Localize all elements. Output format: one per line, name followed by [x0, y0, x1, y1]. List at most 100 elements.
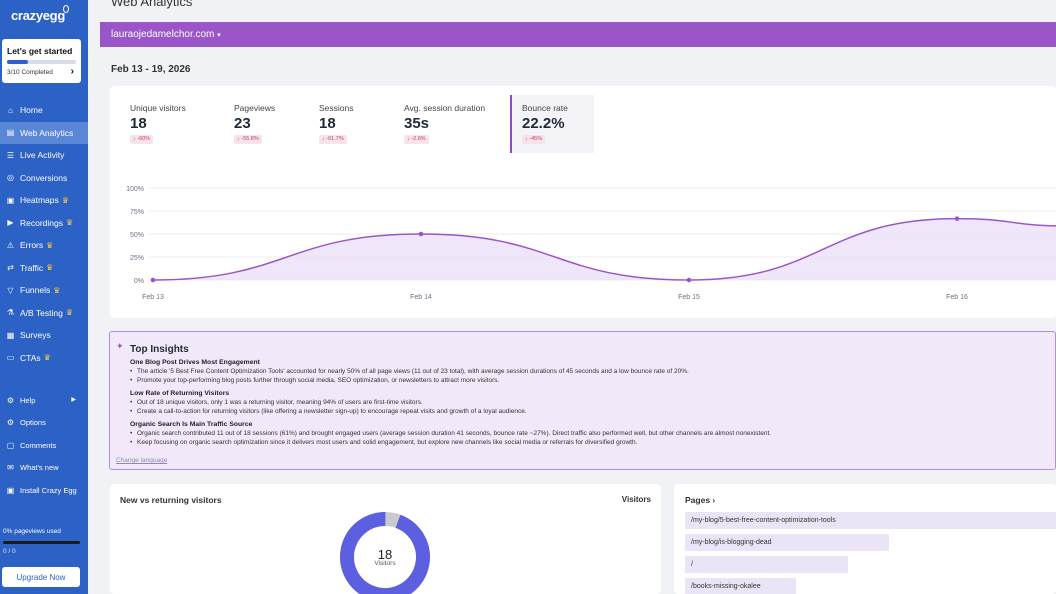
- metric-delta-badge: ↓ -2.8%: [404, 135, 429, 144]
- sidebar-item-comments[interactable]: ▢ Comments: [0, 434, 88, 457]
- page-row[interactable]: /my-blog/is-blogging-dead: [685, 534, 889, 551]
- sidebar-item-label: What's new: [20, 463, 59, 473]
- metric-delta-badge: ↓ -55.8%: [234, 135, 262, 144]
- sidebar-item-surveys[interactable]: ▦ Surveys: [0, 324, 88, 347]
- sidebar-item-label: Home: [20, 105, 43, 116]
- page-title: Web Analytics: [111, 0, 193, 9]
- pageviews-bar: [3, 541, 80, 544]
- site-selector[interactable]: lauraojedamelchor.com ▾: [111, 29, 221, 40]
- comments-icon: ▢: [6, 440, 15, 450]
- sidebar-item-funnels[interactable]: ▽ Funnels ♛: [0, 279, 88, 302]
- change-language-link[interactable]: Change language: [116, 457, 168, 464]
- crown-icon: ♛: [61, 195, 69, 205]
- chart-point[interactable]: [954, 216, 960, 221]
- metric-delta-badge: ↓ -60%: [130, 135, 154, 144]
- metric-value: 18: [319, 115, 336, 132]
- y-tick-label: 0%: [134, 278, 144, 285]
- sidebar-item-traffic[interactable]: ⇄ Traffic ♛: [0, 257, 88, 280]
- metric-label: Sessions: [319, 103, 354, 113]
- sidebar-item-label: Install Crazy Egg: [20, 485, 77, 495]
- metric-card[interactable]: Avg. session duration 35s ↓ -2.8%: [394, 95, 504, 153]
- metric-card[interactable]: Sessions 18 ↓ -61.7%: [309, 95, 389, 153]
- sidebar-item-what-s-new[interactable]: ✉ What's new: [0, 457, 88, 480]
- sidebar-item-label: Comments: [20, 440, 57, 450]
- metric-card[interactable]: Bounce rate 22.2% ↓ -45%: [510, 95, 594, 153]
- site-name: lauraojedamelchor.com: [111, 29, 215, 40]
- sidebar-item-install-crazy-egg[interactable]: ▣ Install Crazy Egg: [0, 479, 88, 502]
- metric-card[interactable]: Unique visitors 18 ↓ -60%: [120, 95, 220, 153]
- sidebar-item-label: Live Activity: [20, 150, 65, 161]
- insight-bullet: Out of 18 unique visitors, only 1 was a …: [130, 398, 527, 407]
- insight-title: Organic Search Is Main Traffic Source: [130, 421, 253, 428]
- options-icon: ⚙: [6, 418, 15, 428]
- ab-testing-icon: ⚗: [6, 308, 15, 318]
- sidebar-item-heatmaps[interactable]: ▣ Heatmaps ♛: [0, 189, 88, 212]
- y-tick-label: 50%: [130, 232, 144, 239]
- crown-icon: ♛: [65, 308, 74, 318]
- insight-section: Low Rate of Returning VisitorsOut of 18 …: [130, 390, 527, 416]
- egg-icon: [63, 5, 69, 13]
- metric-delta-badge: ↓ -45%: [522, 135, 546, 144]
- sidebar-item-errors[interactable]: ⚠ Errors ♛: [0, 234, 88, 257]
- metric-label: Bounce rate: [522, 103, 568, 113]
- whats-new-icon: ✉: [7, 463, 14, 473]
- getting-started-card[interactable]: Let's get started 3/10 Completed ›: [2, 39, 81, 83]
- metric-value: 35s: [404, 115, 430, 132]
- x-tick-label: Feb 16: [946, 294, 968, 301]
- x-tick-label: Feb 15: [678, 294, 700, 301]
- caret-down-icon: ▾: [217, 32, 221, 39]
- metric-value: 22.2%: [522, 115, 565, 132]
- y-tick-label: 100%: [126, 186, 144, 193]
- pages-title[interactable]: Pages ›: [685, 495, 715, 505]
- sidebar-item-conversions[interactable]: ◎ Conversions: [0, 167, 88, 190]
- date-range[interactable]: Feb 13 - 19, 2026: [111, 64, 191, 75]
- analytics-icon: ▤: [6, 128, 15, 138]
- insights-title: Top Insights: [130, 344, 189, 355]
- sidebar-item-label: Conversions: [20, 172, 68, 183]
- bounce-rate-chart: 100% 75% 50% 25% 0% Feb 13 Feb 14 Feb 15 Feb 16: [126, 186, 1056, 301]
- chart-point[interactable]: [150, 277, 156, 283]
- sidebar-item-label: Surveys: [20, 330, 51, 341]
- top-insights-panel: ✦ Top Insights One Blog Post Drives Most…: [109, 331, 1056, 470]
- chart-area-fill: [153, 218, 1056, 280]
- sidebar-item-web-analytics[interactable]: ▤ Web Analytics: [0, 121, 88, 144]
- page-row[interactable]: /my-blog/5-best-free-content-optimizatio…: [685, 512, 1056, 529]
- visitors-donut-chart: [340, 512, 430, 594]
- insight-bullet: The article '5 Best Free Content Optimiz…: [130, 367, 689, 376]
- crown-icon: ♛: [46, 263, 54, 273]
- insight-bullet: Create a call-to-action for returning vi…: [130, 407, 527, 416]
- traffic-icon: ⇄: [7, 263, 14, 273]
- chevron-right-icon[interactable]: ›: [70, 66, 74, 77]
- sidebar-item-recordings[interactable]: ▶ Recordings ♛: [0, 212, 88, 235]
- sidebar-item-ctas[interactable]: ▭ CTAs ♛: [0, 347, 88, 370]
- new-vs-returning-panel: New vs returning visitors Visitors 18 Vi…: [110, 484, 661, 594]
- pages-title-text: Pages: [685, 495, 711, 505]
- crown-icon: ♛: [46, 240, 54, 250]
- crown-icon: ♛: [43, 353, 51, 363]
- upgrade-now-button[interactable]: Upgrade Now: [2, 567, 80, 587]
- sidebar: crazyegg Let's get started 3/10 Complete…: [0, 0, 88, 594]
- help-icon: ⚙: [6, 395, 15, 405]
- ctas-icon: ▭: [6, 353, 15, 363]
- page-row[interactable]: /: [685, 556, 848, 573]
- insight-bullet: Promote your top-performing blog posts f…: [130, 376, 689, 385]
- page-row[interactable]: /books-missing-okalee: [685, 578, 796, 594]
- sidebar-item-a-b-testing[interactable]: ⚗ A/B Testing ♛: [0, 302, 88, 325]
- metric-delta-badge: ↓ -61.7%: [319, 135, 347, 144]
- sidebar-item-options[interactable]: ⚙ Options: [0, 412, 88, 435]
- sidebar-secondary-nav: ⚙ Help ▶ ⚙ Options ▢ Comments ✉ What's new ▣ Insta…: [0, 389, 88, 502]
- chart-point[interactable]: [686, 277, 692, 283]
- sidebar-item-help[interactable]: ⚙ Help ▶: [0, 389, 88, 412]
- sidebar-item-live-activity[interactable]: ☰ Live Activity: [0, 144, 88, 167]
- crown-icon: ♛: [53, 285, 61, 295]
- insight-section: One Blog Post Drives Most EngagementThe …: [130, 359, 689, 385]
- donut-total-label: Visitors: [374, 560, 396, 567]
- crazyegg-logo[interactable]: crazyegg: [11, 8, 65, 23]
- sidebar-item-home[interactable]: ⌂ Home: [0, 99, 88, 122]
- y-tick-label: 25%: [130, 255, 144, 262]
- donut-new-segment[interactable]: [340, 512, 430, 594]
- sidebar-item-label: Help: [20, 395, 36, 405]
- sparkle-icon: ✦: [116, 341, 124, 351]
- chart-point[interactable]: [418, 231, 424, 237]
- metric-card[interactable]: Pageviews 23 ↓ -55.8%: [224, 95, 304, 153]
